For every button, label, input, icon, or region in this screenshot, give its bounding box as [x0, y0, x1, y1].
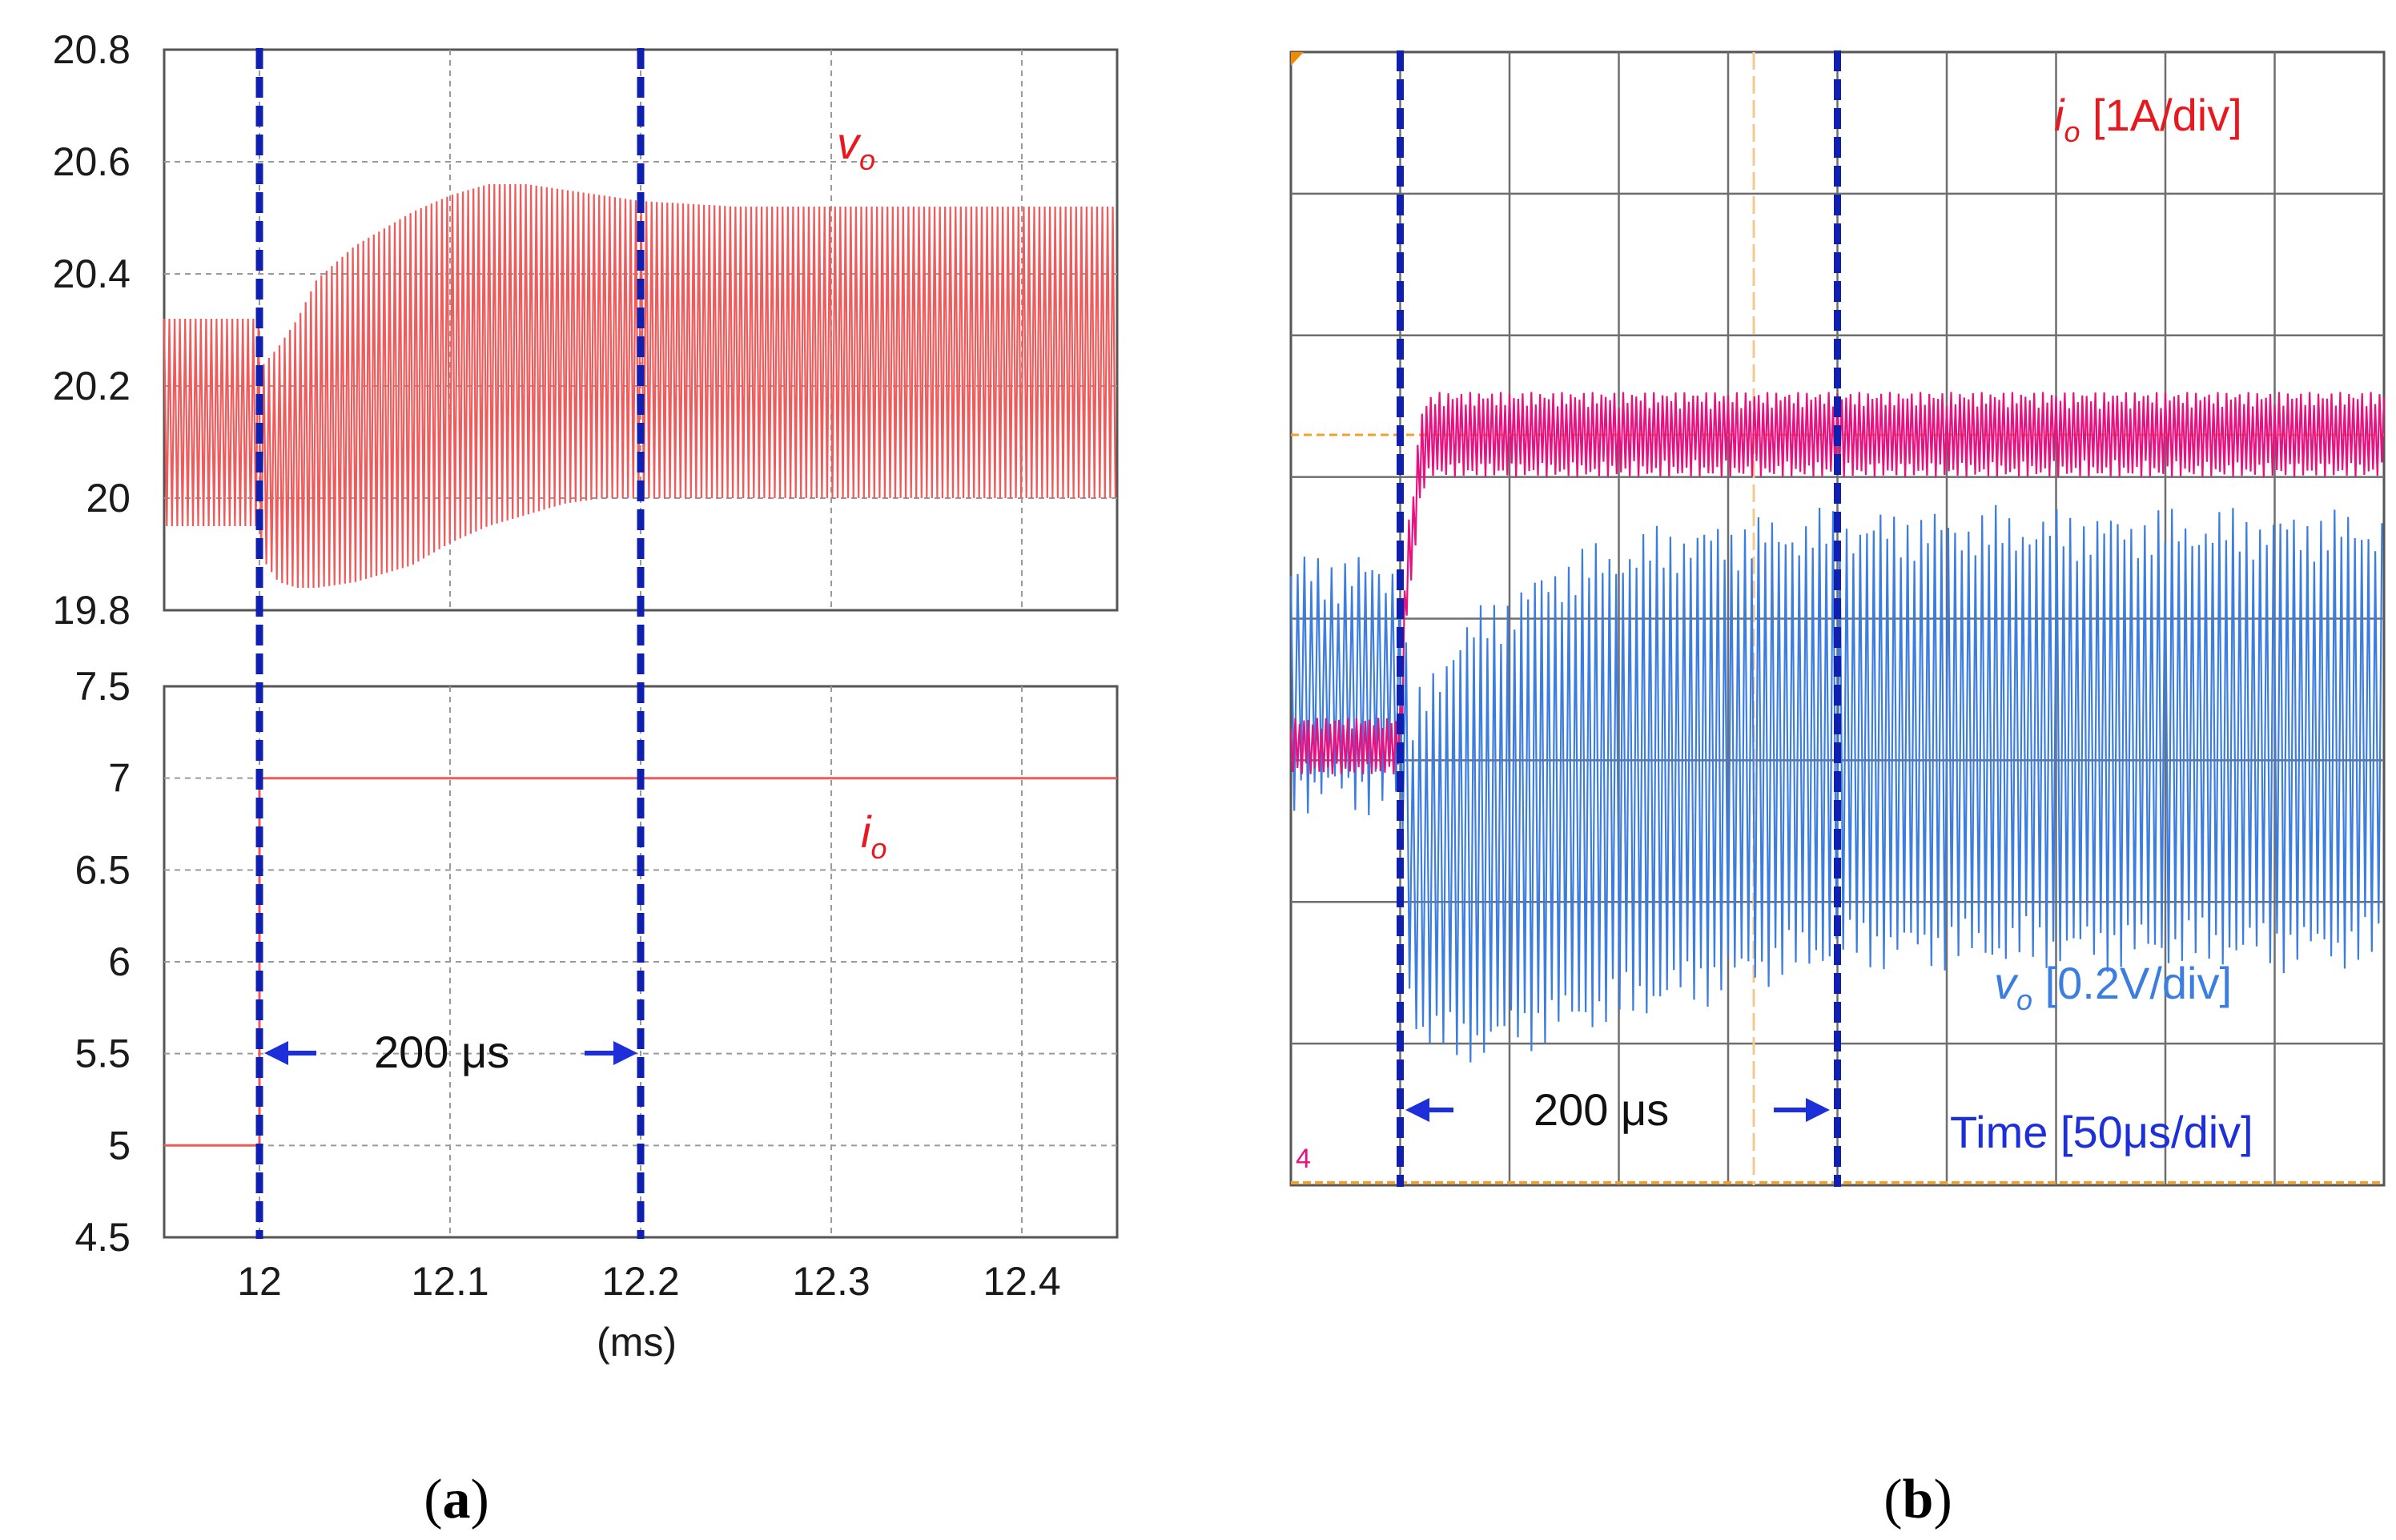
io-channel-waveform: [1289, 392, 2386, 775]
y-tick-label: 19.8: [53, 588, 131, 633]
y-tick-label: 7.5: [74, 664, 131, 709]
y-tick-label: 5: [108, 1123, 131, 1168]
x-unit-label: (ms): [597, 1320, 677, 1365]
io-y-tick-labels: 7.5 7 6.5 6 5.5 5 4.5: [74, 664, 131, 1260]
y-tick-label: 20: [86, 476, 131, 521]
caption-b: (b): [1883, 1469, 1952, 1530]
interval-label-b: 200 μs: [1534, 1084, 1669, 1135]
y-tick-label: 5.5: [74, 1031, 131, 1076]
interval-label-a: 200 μs: [374, 1027, 509, 1077]
y-tick-label: 6.5: [74, 847, 131, 892]
io-label: io: [861, 806, 886, 865]
y-tick-label: 20.6: [53, 139, 131, 184]
time-scale-label: Time [50μs/div]: [1950, 1107, 2253, 1157]
x-tick-labels: 12 12.1 12.2 12.3 12.4: [237, 1259, 1060, 1304]
y-tick-label: 6: [108, 939, 131, 984]
panel-a-chart: 20.8 20.6 20.4 20.2 20 19.8 vo 7.5 7 6.5 6 5.5 5 4.…: [53, 27, 1119, 1365]
y-tick-label: 20.8: [53, 27, 131, 72]
y-tick-label: 20.2: [53, 364, 131, 408]
interval-annotation-b: 200 μs: [1405, 1084, 1830, 1135]
vo-label: vo: [837, 118, 875, 176]
vo-y-tick-labels: 20.8 20.6 20.4 20.2 20 19.8: [53, 27, 131, 633]
x-tick-label: 12.1: [411, 1259, 488, 1304]
x-tick-label: 12.4: [983, 1259, 1060, 1304]
arrow-left-head-icon: [264, 1041, 288, 1065]
vo-channel-label: vo [0.2V/div]: [1994, 958, 2232, 1016]
interval-annotation-a: 200 μs: [264, 1027, 637, 1077]
arrow-right-head-icon: [1806, 1098, 1830, 1122]
trigger-marker-icon: [1291, 52, 1304, 66]
y-tick-label: 4.5: [74, 1215, 131, 1260]
x-tick-label: 12.3: [792, 1259, 870, 1304]
caption-a: (a): [424, 1469, 489, 1530]
channel-number: 4: [1296, 1144, 1311, 1174]
y-tick-label: 20.4: [53, 251, 131, 296]
vo-subplot: 20.8 20.6 20.4 20.2 20 19.8 vo: [53, 27, 1119, 633]
arrow-right-head-icon: [613, 1041, 637, 1065]
panel-b-oscilloscope: 4 io [1A/div] vo [0.2V/div] Time [50μs/d…: [1289, 50, 2386, 1187]
io-channel-label: io [1A/div]: [2054, 90, 2242, 148]
arrow-left-head-icon: [1405, 1098, 1429, 1122]
time-markers-a: [255, 48, 645, 1239]
vo-channel-waveform: [1289, 505, 2383, 1063]
time-markers-b: [1397, 50, 1841, 1187]
io-subplot: 7.5 7 6.5 6 5.5 5 4.5 io 200 μs: [74, 664, 1119, 1260]
x-tick-label: 12: [237, 1259, 282, 1304]
x-tick-label: 12.2: [601, 1259, 679, 1304]
y-tick-label: 7: [108, 756, 131, 801]
